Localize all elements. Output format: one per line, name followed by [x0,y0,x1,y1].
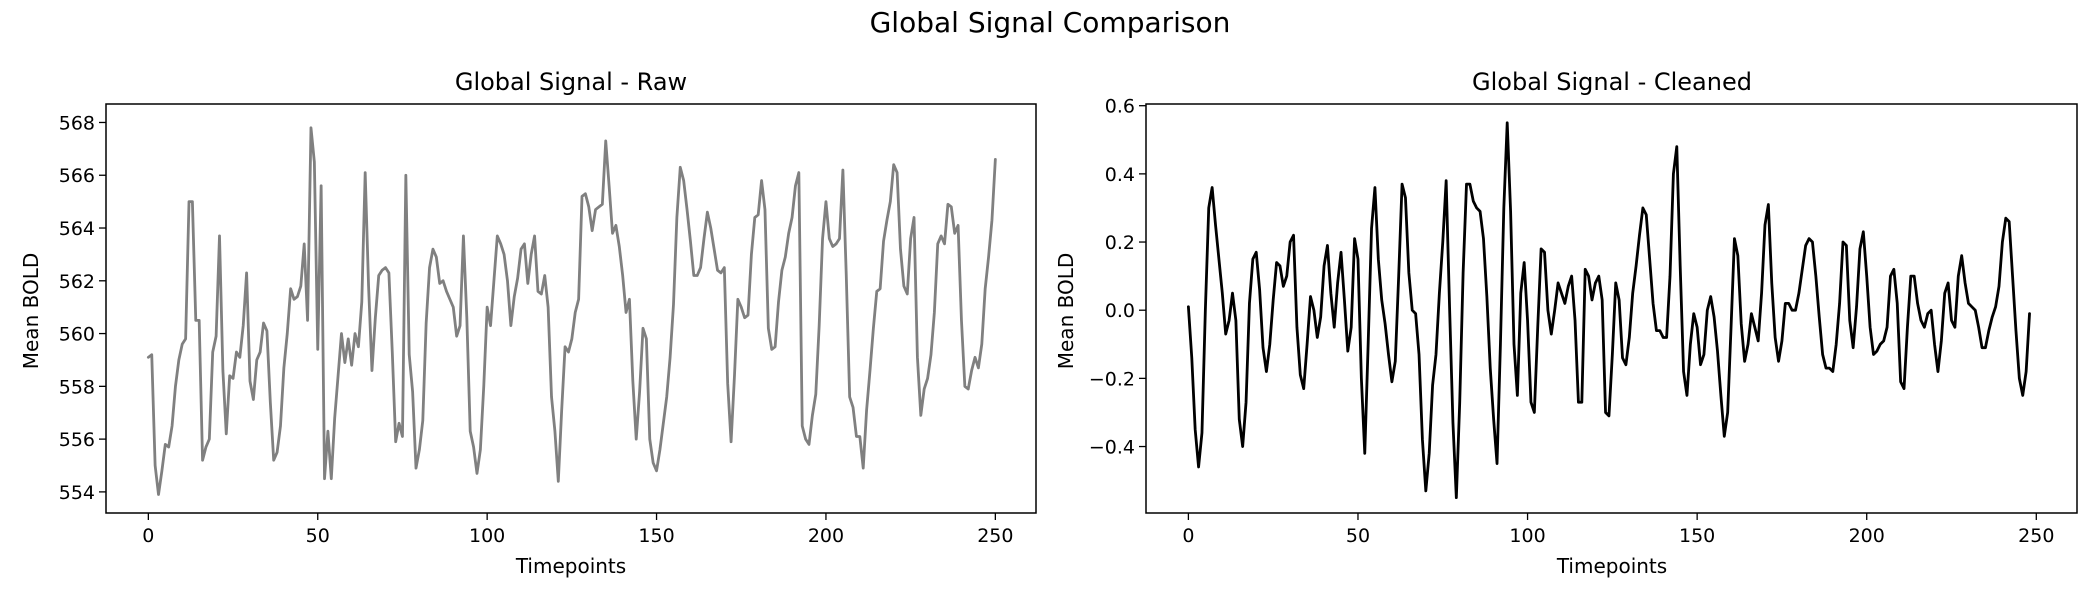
cleaned-panel: Global Signal - Cleaned Timepoints Mean … [1054,68,2078,578]
raw-panel-title: Global Signal - Raw [455,68,687,96]
raw-x-tick-label: 150 [638,525,674,547]
raw-x-tick-label: 100 [469,525,505,547]
raw-y-tick-label: 560 [59,324,95,346]
raw-plot-area: 0 50 100 150 200 250 554 556 558 560 562 564 566 568 [59,103,1037,547]
cleaned-x-tick-label: 200 [1849,525,1885,547]
raw-y-tick-label: 554 [59,482,95,504]
cleaned-x-axis-label: Timepoints [1556,554,1667,578]
raw-axes-frame [105,103,1037,514]
raw-panel: Global Signal - Raw Timepoints Mean BOLD… [19,68,1037,578]
cleaned-x-tick-label: 150 [1679,525,1715,547]
cleaned-x-tick-label: 0 [1182,525,1194,547]
raw-x-axis-label: Timepoints [515,554,626,578]
cleaned-y-axis-label: Mean BOLD [1054,253,1078,370]
cleaned-plot-area: 0 50 100 150 200 250 −0.4 −0.2 0.0 0.2 0.4 0.6 [1089,96,2078,547]
cleaned-y-tick-label: 0.4 [1105,164,1135,186]
cleaned-y-tick-label: 0.2 [1105,232,1135,254]
cleaned-y-tick-label: 0.0 [1105,300,1135,322]
cleaned-y-tick-label: −0.2 [1089,368,1135,390]
cleaned-y-tick-label: 0.6 [1105,96,1135,118]
cleaned-y-tick-label: −0.4 [1089,437,1135,459]
cleaned-x-tick-label: 100 [1509,525,1545,547]
raw-y-tick-label: 566 [59,165,95,187]
cleaned-x-tick-label: 250 [2018,525,2054,547]
cleaned-panel-title: Global Signal - Cleaned [1472,68,1752,96]
raw-y-tick-label: 556 [59,429,95,451]
cleaned-x-tick-label: 50 [1346,525,1370,547]
raw-y-axis-label: Mean BOLD [19,253,43,370]
raw-y-tick-label: 558 [59,376,95,398]
figure-title: Global Signal Comparison [870,6,1231,39]
raw-x-tick-label: 250 [977,525,1013,547]
raw-x-tick-label: 0 [142,525,154,547]
raw-x-tick-label: 50 [306,525,330,547]
raw-signal-line [146,126,997,496]
cleaned-axes-frame [1145,103,2078,514]
cleaned-signal-line [1187,121,2031,500]
raw-x-tick-label: 200 [808,525,844,547]
raw-y-tick-label: 564 [59,218,95,240]
raw-y-tick-label: 562 [59,271,95,293]
raw-y-tick-label: 568 [59,112,95,134]
